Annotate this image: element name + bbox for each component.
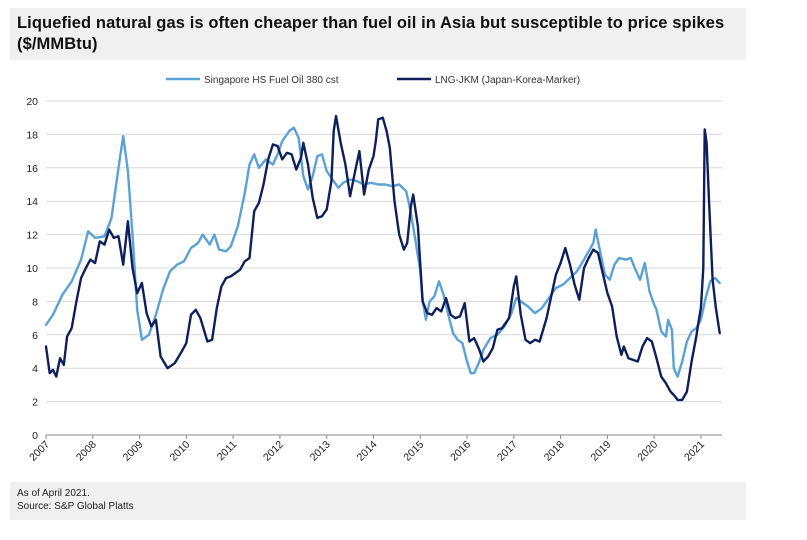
legend-fuel-oil-label: Singapore HS Fuel Oil 380 cst (204, 75, 339, 86)
x-tick-label: 2012 (261, 439, 286, 464)
footer-band (10, 482, 746, 520)
x-tick-label: 2018 (542, 439, 567, 464)
y-axis: 0 2 4 6 8 10 12 14 16 18 20 (26, 96, 38, 442)
chart-title: Liquefied natural gas is often cheaper t… (17, 14, 725, 53)
x-tick-label: 2008 (74, 439, 99, 464)
x-tick-label: 2013 (308, 439, 333, 464)
x-tick-label: 2007 (27, 439, 52, 464)
y-tick-label: 18 (26, 129, 38, 141)
y-tick-label: 2 (32, 397, 38, 409)
as-of-note: As of April 2021. (17, 488, 90, 499)
gridlines (46, 100, 722, 403)
x-tick-label: 2019 (589, 439, 614, 464)
x-tick-label: 2020 (635, 439, 660, 464)
y-tick-label: 0 (32, 430, 38, 442)
source-note: Source: S&P Global Platts (17, 501, 134, 512)
x-tick-label: 2015 (401, 439, 426, 464)
y-tick-label: 8 (32, 296, 38, 308)
x-tick-label: 2014 (355, 439, 380, 464)
y-tick-label: 6 (32, 330, 38, 342)
y-tick-label: 16 (26, 163, 38, 175)
x-tick-label: 2010 (167, 439, 192, 464)
x-axis: 2007 2008 2009 2010 2011 2012 2013 2014 2015 2016… (27, 434, 722, 464)
y-tick-label: 20 (26, 96, 38, 108)
x-tick-label: 2009 (121, 439, 146, 464)
y-tick-label: 10 (26, 263, 38, 275)
y-tick-label: 12 (26, 230, 38, 242)
legend: Singapore HS Fuel Oil 380 cst LNG-JKM (Ja… (166, 75, 580, 86)
x-tick-label: 2011 (215, 439, 240, 464)
lng-jkm-line (44, 114, 721, 402)
x-tick-label: 2017 (495, 439, 520, 464)
y-tick-label: 14 (26, 196, 38, 208)
title-band (10, 8, 746, 60)
x-tick-label: 2016 (448, 439, 473, 464)
y-tick-label: 4 (32, 363, 38, 375)
x-tick-label: 2021 (682, 439, 707, 464)
legend-lng-jkm-label: LNG-JKM (Japan-Korea-Marker) (435, 75, 580, 86)
series-lines (44, 114, 721, 402)
